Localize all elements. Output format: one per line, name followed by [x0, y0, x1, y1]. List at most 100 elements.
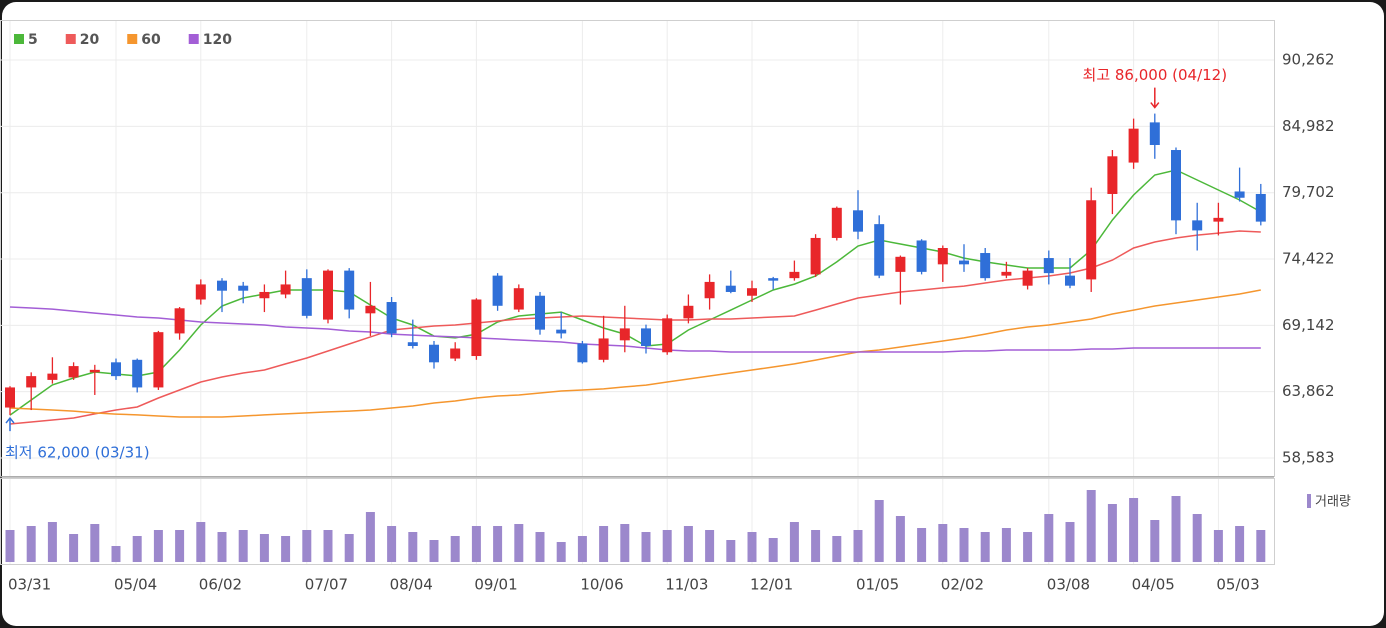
volume-bar [217, 532, 227, 562]
y-tick-label: 69,142 [1282, 316, 1335, 334]
candle-body [1192, 220, 1203, 231]
candle-body [513, 288, 524, 310]
x-tick-label: 12/01 [750, 576, 793, 594]
legend-label: 60 [141, 32, 161, 48]
volume-bar [620, 524, 630, 562]
candle-body [980, 253, 991, 279]
candle-body [662, 318, 673, 353]
volume-bar [1044, 514, 1054, 562]
x-tick-label: 05/04 [114, 576, 157, 594]
ma-line [9, 306, 1261, 353]
volume-bar [238, 530, 248, 562]
candle-body [1001, 271, 1012, 276]
candle-body [747, 288, 757, 296]
candle-body [89, 369, 100, 373]
volume-bar [641, 532, 651, 562]
y-tick-label: 79,702 [1282, 183, 1335, 201]
candle-body [598, 338, 609, 360]
volume-bar [1192, 514, 1202, 562]
candle-body [68, 366, 79, 378]
volume-bar [365, 512, 375, 562]
volume-bar [577, 536, 587, 562]
volume-bar [789, 522, 799, 562]
candle-body [132, 359, 143, 388]
volume-bar [1235, 526, 1245, 562]
candle-body [959, 260, 969, 265]
y-tick-label: 90,262 [1282, 51, 1335, 69]
candle-body [47, 373, 58, 380]
candle-body [111, 362, 121, 377]
candle-body [5, 387, 15, 408]
candle-body [768, 278, 779, 281]
candle-body [874, 224, 885, 276]
volume-bar [69, 534, 79, 562]
high-annotation: 최고 86,000 (04/12) [1083, 66, 1228, 84]
volume-bar [599, 526, 609, 562]
ma-line [9, 230, 1261, 425]
candle-body [916, 240, 927, 272]
x-tick-label: 04/05 [1132, 576, 1175, 594]
candle-body [280, 284, 291, 295]
candle-body [450, 348, 461, 359]
candle-body [1107, 156, 1118, 194]
volume-bar [175, 530, 185, 562]
volume-bar [535, 532, 545, 562]
candle-body [365, 305, 376, 314]
legend-label: 20 [80, 32, 100, 48]
volume-bar [917, 528, 927, 562]
candle-body [238, 285, 249, 291]
volume-bar [1256, 530, 1266, 562]
volume-bar [556, 542, 566, 562]
low-arrow [5, 416, 15, 432]
candle-body [1149, 122, 1160, 145]
candle-body [577, 343, 588, 363]
volume-bar [344, 534, 354, 562]
candle-body [853, 210, 863, 232]
candle-body [407, 342, 418, 346]
volume-bar [408, 532, 418, 562]
y-tick-label: 63,862 [1282, 382, 1335, 400]
volume-bar [387, 526, 397, 562]
x-tick-label: 05/03 [1216, 576, 1259, 594]
candle-body [471, 299, 482, 357]
volume-bar [832, 536, 842, 562]
legend-swatch [127, 34, 138, 44]
candle-body [641, 328, 651, 346]
candle-body [344, 270, 355, 310]
x-tick-label: 03/31 [8, 576, 51, 594]
legend-swatch [188, 34, 199, 44]
volume-bar [747, 532, 757, 562]
x-tick-label: 03/08 [1047, 576, 1090, 594]
volume-bar [323, 530, 333, 562]
legend-label: 5 [28, 32, 38, 48]
candle-body [535, 295, 545, 330]
candle-body [195, 284, 206, 300]
legend-label: 120 [203, 32, 232, 48]
x-tick-label: 02/02 [941, 576, 984, 594]
volume-bar [1086, 490, 1096, 562]
volume-bar [1171, 496, 1181, 562]
volume-bar [662, 530, 672, 562]
volume-bar [811, 530, 821, 562]
y-tick-label: 84,982 [1282, 117, 1335, 135]
candle-body [259, 291, 270, 299]
volume-bar [471, 526, 481, 562]
volume-bar [1107, 504, 1117, 562]
y-tick-label: 58,583 [1282, 448, 1335, 466]
volume-bar [938, 524, 948, 562]
x-tick-label: 10/06 [580, 576, 623, 594]
candle-body [1086, 200, 1097, 280]
candle-body [683, 305, 694, 319]
candle-body [217, 280, 227, 291]
ma-line [9, 289, 1261, 418]
volume-bar [302, 530, 312, 562]
volume-bar [111, 546, 121, 562]
candle-body [1234, 191, 1245, 198]
volume-bar [47, 522, 57, 562]
candle-body [153, 332, 164, 388]
volume-bar [5, 530, 15, 562]
volume-bar [153, 530, 163, 562]
candle-body [323, 270, 333, 320]
x-tick-label: 06/02 [199, 576, 242, 594]
